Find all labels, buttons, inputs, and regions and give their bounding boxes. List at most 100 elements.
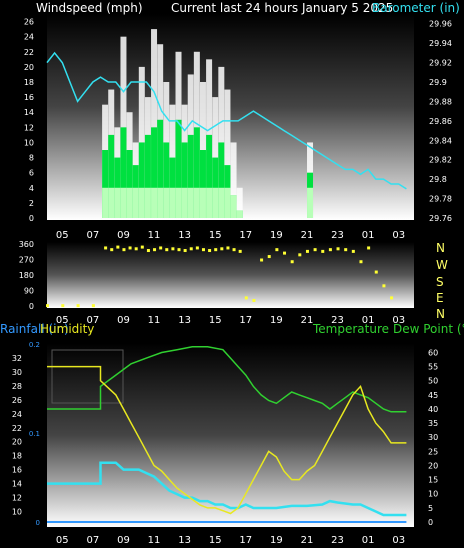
x-tick-label: 09 bbox=[117, 230, 130, 241]
direction-point bbox=[298, 253, 302, 257]
barometer-tick-label: 29.8 bbox=[429, 175, 447, 184]
x-tick-label: 17 bbox=[239, 230, 252, 241]
direction-point bbox=[359, 260, 363, 264]
direction-point bbox=[76, 304, 80, 308]
x-tick-label: 07 bbox=[87, 230, 100, 241]
barometer-tick-label: 29.88 bbox=[429, 97, 452, 106]
wind-gust-bar bbox=[224, 89, 231, 218]
barometer-series bbox=[46, 51, 407, 190]
wind-tick-label: 4 bbox=[29, 184, 34, 193]
direction-tick-label: 0 bbox=[29, 302, 34, 311]
x-tick-label: 07 bbox=[87, 535, 100, 546]
wind-light-bar bbox=[138, 187, 145, 218]
compass-letter: N bbox=[436, 241, 445, 255]
barometer-tick-label: 29.76 bbox=[429, 214, 452, 223]
wind-average-bar bbox=[144, 134, 151, 218]
wind-gust-bar bbox=[120, 36, 127, 218]
x-tick-label: 05 bbox=[56, 230, 69, 241]
humidity-line bbox=[47, 365, 407, 515]
x-tick-label: 15 bbox=[209, 535, 222, 546]
wind-light-bar bbox=[126, 187, 133, 218]
direction-point bbox=[275, 248, 279, 252]
direction-point bbox=[159, 246, 163, 250]
wind-average-bar bbox=[102, 150, 109, 218]
wind-light-bar bbox=[187, 187, 194, 218]
wind-light-bar bbox=[206, 187, 213, 218]
wind-light-bar bbox=[102, 187, 109, 218]
direction-tick-label: 270 bbox=[19, 256, 34, 265]
wind-bars bbox=[102, 29, 314, 219]
wind-light-bar bbox=[181, 187, 188, 218]
direction-point bbox=[313, 248, 317, 252]
cyan-line bbox=[47, 461, 407, 517]
wind-tick-label: 18 bbox=[24, 78, 34, 87]
wind-light-bar bbox=[212, 187, 219, 218]
x-tick-label: 15 bbox=[209, 230, 222, 241]
temperature-tick-label: 40 bbox=[428, 405, 438, 414]
direction-point bbox=[267, 255, 271, 259]
direction-point bbox=[122, 248, 126, 252]
temperature-tick-label: 30 bbox=[428, 433, 438, 442]
barometer-label: Barometer (in) bbox=[372, 1, 460, 15]
wind-tick-label: 24 bbox=[24, 33, 34, 42]
barometer-tick-label: 29.9 bbox=[429, 78, 447, 87]
direction-point bbox=[195, 246, 199, 250]
direction-point bbox=[226, 246, 230, 250]
wind-average-bar bbox=[157, 119, 164, 218]
direction-point bbox=[382, 284, 386, 288]
direction-tick-label: 180 bbox=[19, 271, 34, 280]
wind-tick-label: 20 bbox=[24, 63, 34, 72]
humidity-tick-label: 18 bbox=[12, 452, 22, 461]
direction-point bbox=[165, 248, 169, 252]
wind-light-bar bbox=[144, 187, 151, 218]
x-tick-label: 01 bbox=[362, 315, 375, 326]
wind-average-bar bbox=[193, 127, 200, 218]
x-tick-label: 21 bbox=[301, 230, 314, 241]
temperature-tick-label: 5 bbox=[428, 504, 433, 513]
humidity-tick-label: 28 bbox=[12, 382, 22, 391]
barometer-tick-label: 29.78 bbox=[429, 195, 452, 204]
humidity-tick-label: 30 bbox=[12, 368, 22, 377]
humidity-box bbox=[51, 349, 124, 404]
compass-letter: S bbox=[436, 275, 444, 289]
direction-point bbox=[128, 246, 132, 250]
axis-tick-labels: 0246810121416182022242629.7629.7829.829.… bbox=[12, 18, 452, 527]
direction-point bbox=[328, 248, 332, 252]
rain-tick-label: 0.1 bbox=[29, 430, 40, 438]
x-tick-label: 01 bbox=[362, 535, 375, 546]
humidity-tick-label: 12 bbox=[12, 494, 22, 503]
temperature-tick-label: 0 bbox=[428, 518, 433, 527]
barometer-tick-label: 29.96 bbox=[429, 20, 452, 29]
compass-letter: W bbox=[436, 258, 448, 272]
x-tick-label: 03 bbox=[392, 315, 405, 326]
direction-point bbox=[290, 260, 294, 264]
direction-point bbox=[116, 245, 120, 249]
wind-tick-label: 10 bbox=[24, 138, 34, 147]
wind-light-bar bbox=[151, 187, 158, 218]
direction-point bbox=[232, 248, 236, 252]
wind-tick-label: 2 bbox=[29, 199, 34, 208]
bottom-panel bbox=[47, 343, 414, 527]
barometer-line bbox=[46, 51, 407, 190]
direction-point bbox=[46, 304, 49, 308]
x-tick-label: 13 bbox=[178, 315, 191, 326]
wind-light-bar bbox=[218, 187, 225, 218]
direction-point bbox=[61, 304, 65, 308]
wind-tick-label: 8 bbox=[29, 154, 34, 163]
x-tick-label: 03 bbox=[392, 230, 405, 241]
direction-point bbox=[238, 249, 242, 253]
temperature-tick-label: 10 bbox=[428, 490, 438, 499]
temperature-tick-label: 60 bbox=[428, 348, 438, 357]
wind-average-bar bbox=[120, 127, 127, 218]
wind-tick-label: 16 bbox=[24, 93, 34, 102]
temperature-tick-label: 50 bbox=[428, 377, 438, 386]
humidity-tick-label: 26 bbox=[12, 396, 22, 405]
x-tick-label: 13 bbox=[178, 230, 191, 241]
wind-average-bar bbox=[218, 142, 225, 218]
rain-tick-label: 0.2 bbox=[29, 341, 40, 349]
direction-panel bbox=[47, 242, 414, 308]
temperature-tick-label: 55 bbox=[428, 363, 438, 372]
wind-tick-label: 22 bbox=[24, 48, 34, 57]
x-tick-label: 21 bbox=[301, 535, 314, 546]
